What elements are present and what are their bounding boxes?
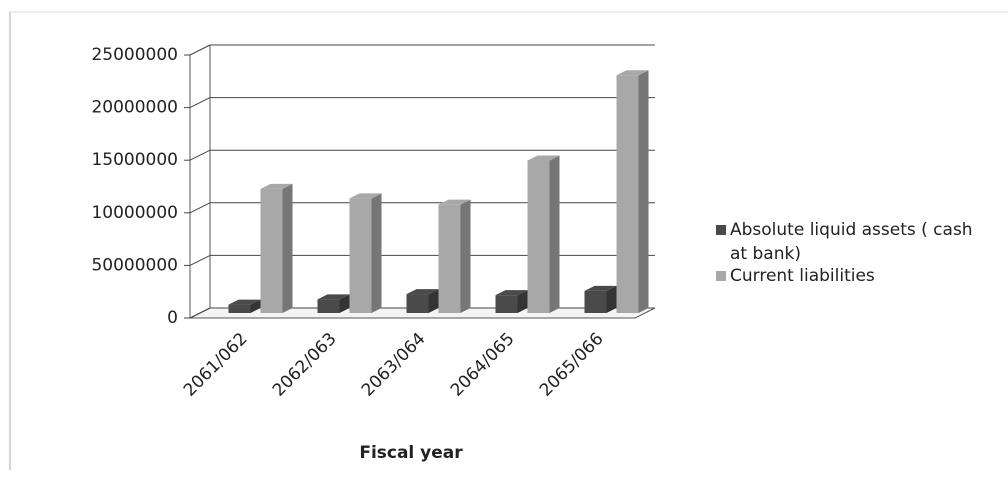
bar-face xyxy=(584,290,607,313)
bar-face xyxy=(428,289,439,313)
bar-face xyxy=(495,295,518,313)
grid-line xyxy=(189,202,211,214)
x-tick-label: 2062/063 xyxy=(269,329,341,401)
bar-face xyxy=(460,199,471,313)
x-tick-label: 2061/062 xyxy=(180,329,252,401)
bar-face xyxy=(371,193,382,313)
bar-face xyxy=(260,183,293,189)
bar xyxy=(317,294,350,313)
y-tick-label: 0 xyxy=(167,308,178,328)
bar-face xyxy=(606,285,617,313)
y-tick-label: 50000000 xyxy=(91,255,178,275)
bar-face xyxy=(584,285,617,291)
legend-swatch xyxy=(716,271,726,281)
grid-line xyxy=(189,44,211,56)
bar-face xyxy=(260,188,283,313)
y-tick-label: 10000000 xyxy=(91,203,178,223)
bar-face xyxy=(616,75,639,313)
y-tick-label: 15000000 xyxy=(91,150,178,170)
y-tick-label: 25000000 xyxy=(91,45,178,65)
bar xyxy=(228,299,261,313)
bar xyxy=(260,183,293,313)
legend-entry: Absolute liquid assets ( cash at bank) xyxy=(716,218,980,266)
grid-line xyxy=(189,307,211,319)
bar xyxy=(584,285,617,313)
bar-face xyxy=(339,294,350,313)
bar-face xyxy=(527,155,560,161)
bar-face xyxy=(495,290,528,296)
bar-face xyxy=(406,294,429,313)
bar-face xyxy=(317,299,340,313)
legend-entry: Current liabilities xyxy=(716,264,980,288)
grid-line xyxy=(189,97,211,109)
y-tick-label: 20000000 xyxy=(91,98,178,118)
bar-face xyxy=(638,70,649,313)
x-tick-label: 2064/065 xyxy=(447,329,519,401)
grid-line xyxy=(189,254,211,266)
bar-face xyxy=(438,204,461,313)
grid-line xyxy=(189,149,211,161)
x-axis-title: Fiscal year xyxy=(359,443,463,463)
bar-face xyxy=(250,299,261,313)
bar-face xyxy=(438,199,471,205)
bar xyxy=(406,289,439,313)
bar-face xyxy=(282,183,293,313)
x-tick-label: 2063/064 xyxy=(358,329,430,401)
bar xyxy=(527,155,560,313)
bar-face xyxy=(317,294,350,300)
bar-face xyxy=(527,160,550,313)
bar xyxy=(349,193,382,313)
bar-face xyxy=(349,193,382,199)
bar-face xyxy=(349,198,372,313)
x-tick-label: 2065/066 xyxy=(536,329,608,401)
bar-face xyxy=(616,70,649,76)
bar-face xyxy=(549,155,560,313)
bar-face xyxy=(517,290,528,313)
bar xyxy=(438,199,471,313)
bar-face xyxy=(406,289,439,295)
bar-face xyxy=(228,299,261,305)
bar-face xyxy=(228,304,251,313)
legend-swatch xyxy=(716,225,726,235)
bar xyxy=(616,70,649,313)
bar xyxy=(495,290,528,313)
